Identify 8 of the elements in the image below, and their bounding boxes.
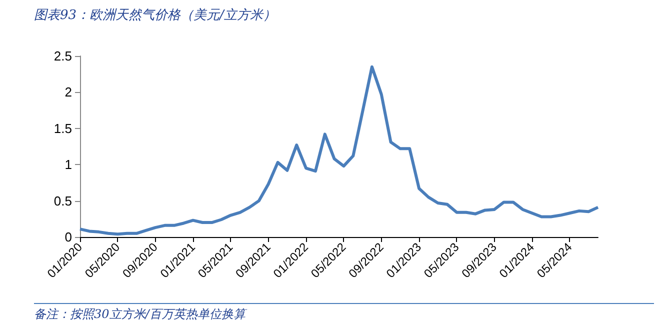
y-tick-label: 2 xyxy=(64,84,72,100)
y-tick-label: 2.5 xyxy=(54,48,72,64)
y-tick-label: 1.5 xyxy=(54,120,72,136)
chart-title: 图表93：欧洲天然气价格（美元/立方米） xyxy=(34,7,276,24)
y-tick-label: 0 xyxy=(64,230,72,244)
text: 备注：按照30立方米/百万英热单位换算 xyxy=(34,303,654,323)
y-tick-label: 0.5 xyxy=(54,193,72,208)
y-tick-label: 1 xyxy=(64,157,72,172)
